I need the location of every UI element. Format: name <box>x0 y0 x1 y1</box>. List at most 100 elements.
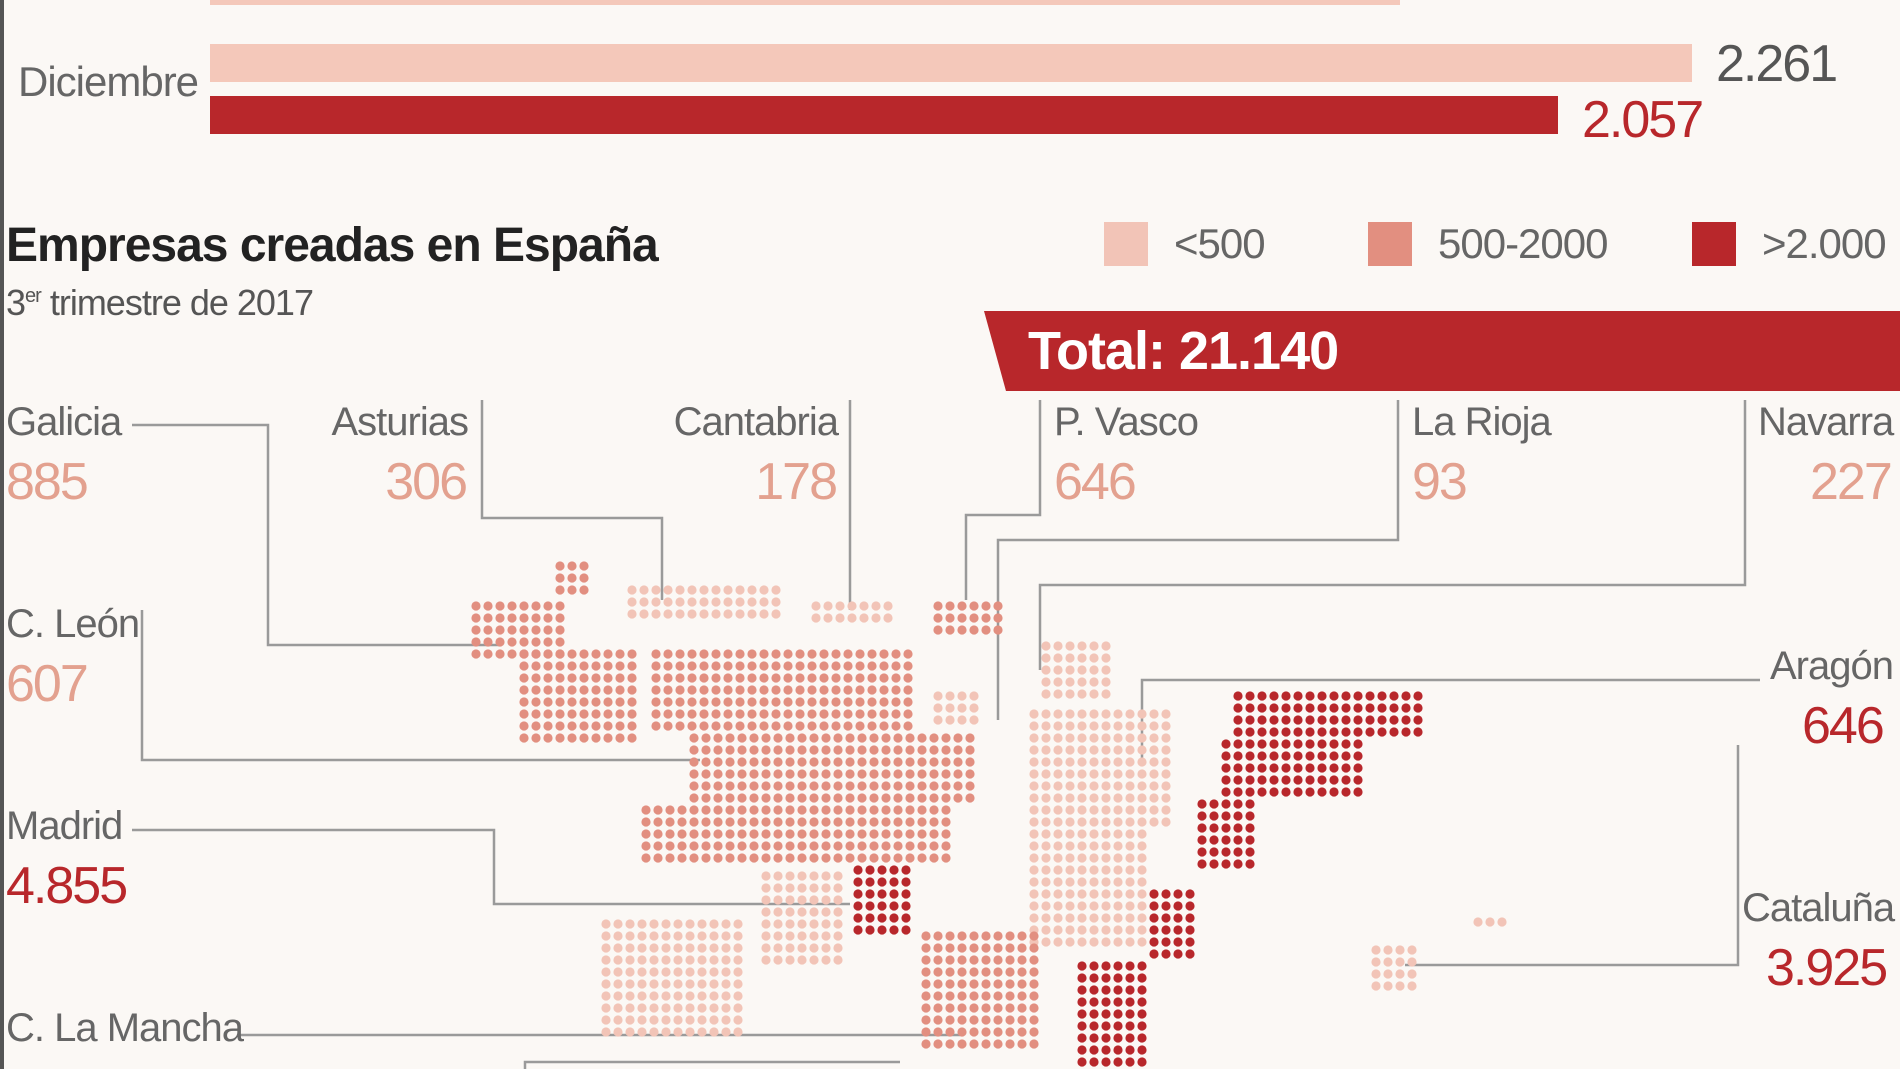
map-dot <box>579 721 589 731</box>
map-dot <box>1101 997 1111 1007</box>
map-dot <box>771 709 781 719</box>
map-dot <box>945 601 955 611</box>
map-dot <box>603 733 613 743</box>
map-dot <box>1245 703 1255 713</box>
map-dot <box>903 697 913 707</box>
map-dot <box>1317 787 1327 797</box>
map-dot <box>531 637 541 647</box>
map-dot <box>1077 889 1087 899</box>
map-dot <box>857 841 867 851</box>
map-dot <box>1137 973 1147 983</box>
map-dot <box>833 895 843 905</box>
map-dot <box>1353 775 1363 785</box>
map-dot <box>471 649 481 659</box>
map-dot <box>1245 859 1255 869</box>
map-dot <box>697 919 707 929</box>
map-dot <box>785 907 795 917</box>
map-dot <box>809 895 819 905</box>
map-dot <box>1137 769 1147 779</box>
map-dot <box>1293 739 1303 749</box>
map-dot <box>601 1003 611 1013</box>
map-dot <box>1281 787 1291 797</box>
map-dot <box>507 601 517 611</box>
map-dot <box>845 829 855 839</box>
map-dot <box>639 585 649 595</box>
map-dot <box>1137 961 1147 971</box>
map-dot <box>519 685 529 695</box>
map-dot <box>869 829 879 839</box>
map-dot <box>857 757 867 767</box>
map-dot <box>1125 769 1135 779</box>
map-dot <box>687 585 697 595</box>
map-dot <box>771 597 781 607</box>
map-dot <box>1257 775 1267 785</box>
map-dot <box>721 991 731 1001</box>
map-dot <box>905 745 915 755</box>
map-dot <box>857 805 867 815</box>
map-dot <box>601 919 611 929</box>
map-dot <box>601 955 611 965</box>
map-dot <box>759 661 769 671</box>
map-dot <box>689 745 699 755</box>
map-dot <box>1125 997 1135 1007</box>
dots-extremadura <box>601 919 743 1037</box>
map-dot <box>663 609 673 619</box>
map-dot <box>749 757 759 767</box>
map-dot <box>701 793 711 803</box>
map-dot <box>1077 677 1087 687</box>
map-dot <box>721 955 731 965</box>
map-dot <box>1101 1021 1111 1031</box>
map-dot <box>1149 949 1159 959</box>
map-dot <box>933 931 943 941</box>
map-dot <box>1065 709 1075 719</box>
map-dot <box>1041 793 1051 803</box>
map-dot <box>687 609 697 619</box>
map-dot <box>1257 715 1267 725</box>
map-dot <box>1245 823 1255 833</box>
map-dot <box>1041 901 1051 911</box>
bar-category-label: Diciembre <box>18 58 199 105</box>
map-dot <box>965 769 975 779</box>
map-dot <box>833 745 843 755</box>
map-dot <box>649 955 659 965</box>
map-dot <box>591 709 601 719</box>
map-dot <box>797 883 807 893</box>
map-dot <box>1113 901 1123 911</box>
map-dot <box>843 709 853 719</box>
map-dot <box>797 817 807 827</box>
map-dot <box>1125 1009 1135 1019</box>
map-dot <box>933 601 943 611</box>
map-dot <box>1377 727 1387 737</box>
map-dot <box>709 1015 719 1025</box>
map-dot <box>771 673 781 683</box>
map-dot <box>1245 715 1255 725</box>
map-dot <box>1065 937 1075 947</box>
map-dot <box>905 757 915 767</box>
map-dot <box>1113 925 1123 935</box>
map-dot <box>945 967 955 977</box>
map-dot <box>1113 817 1123 827</box>
map-dot <box>1329 703 1339 713</box>
map-dot <box>969 601 979 611</box>
map-dot <box>1221 787 1231 797</box>
map-dot <box>773 919 783 929</box>
map-dot <box>653 853 663 863</box>
map-dot <box>1125 757 1135 767</box>
map-dot <box>1485 917 1495 927</box>
map-dot <box>819 649 829 659</box>
map-dot <box>871 613 881 623</box>
map-dot <box>579 673 589 683</box>
map-dot <box>1269 715 1279 725</box>
map-dot <box>993 955 1003 965</box>
map-dot <box>1407 969 1417 979</box>
map-dot <box>677 817 687 827</box>
map-dot <box>733 943 743 953</box>
map-dot <box>1029 817 1039 827</box>
map-dot <box>1029 889 1039 899</box>
map-dot <box>687 597 697 607</box>
map-dot <box>555 733 565 743</box>
map-dot <box>1113 793 1123 803</box>
map-dot <box>1041 757 1051 767</box>
map-dot <box>1065 665 1075 675</box>
map-dot <box>809 769 819 779</box>
